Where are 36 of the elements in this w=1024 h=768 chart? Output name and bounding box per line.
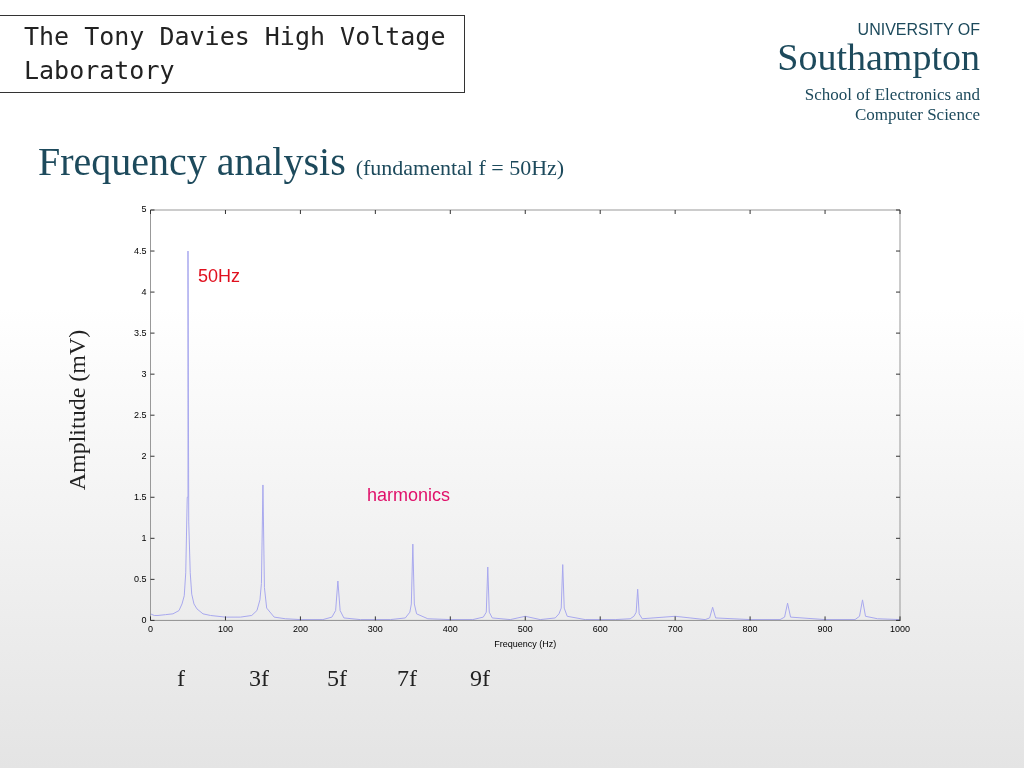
text: 7f bbox=[397, 665, 417, 692]
text: 3f bbox=[249, 665, 269, 692]
y-tick-label: 3 bbox=[141, 368, 147, 379]
y-tick-label: 5 bbox=[141, 204, 147, 215]
y-tick-label: 3.5 bbox=[134, 327, 147, 338]
x-tick-label: 900 bbox=[817, 624, 833, 635]
y-tick-label: 2 bbox=[141, 450, 147, 461]
x-tick-label: 400 bbox=[442, 624, 458, 635]
x-axis-title: Frequency (Hz) bbox=[494, 639, 557, 650]
text: The Tony Davies High Voltage Laboratory bbox=[0, 15, 465, 93]
x-tick-label: 100 bbox=[217, 624, 233, 635]
x-tick-label: 500 bbox=[517, 624, 533, 635]
text: 9f bbox=[470, 665, 490, 692]
y-tick-label: 2.5 bbox=[134, 409, 147, 420]
y-axis-title: Amplitude (mV) bbox=[63, 329, 91, 491]
x-tick-label: 600 bbox=[592, 624, 608, 635]
x-tick-label: 0 bbox=[148, 624, 154, 635]
text: 5f bbox=[327, 665, 347, 692]
y-tick-label: 1 bbox=[141, 532, 147, 543]
y-tick-label: 0.5 bbox=[134, 573, 147, 584]
annotation: 50Hz bbox=[198, 266, 241, 287]
y-tick-label: 4 bbox=[141, 286, 147, 297]
x-tick-label: 1000 bbox=[889, 624, 911, 635]
y-tick-label: 0 bbox=[141, 614, 147, 625]
x-tick-label: 700 bbox=[667, 624, 683, 635]
x-tick-label: 300 bbox=[367, 624, 383, 635]
annotation: harmonics bbox=[367, 485, 451, 506]
y-tick-label: 4.5 bbox=[134, 245, 147, 256]
x-tick-label: 800 bbox=[742, 624, 758, 635]
chart-subtitle: (fundamental f = 50Hz) bbox=[355, 155, 565, 180]
text: f bbox=[177, 665, 185, 692]
y-tick-label: 1.5 bbox=[134, 491, 147, 502]
chart-title: Frequency analysis bbox=[38, 139, 346, 184]
text: School of Electronics and Computer Science bbox=[803, 85, 980, 125]
text: UNIVERSITY OF Southampton bbox=[776, 21, 980, 78]
x-tick-label: 200 bbox=[292, 624, 308, 635]
